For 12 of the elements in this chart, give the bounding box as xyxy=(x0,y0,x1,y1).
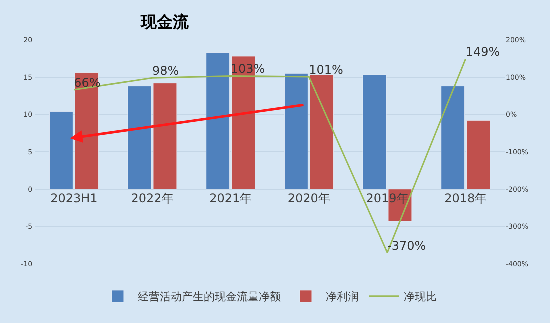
legend-label: 经营活动产生的现金流量净额 xyxy=(138,290,281,304)
x-tick-label: 2023H1 xyxy=(50,191,98,206)
data-label: 98% xyxy=(152,64,180,78)
x-tick-label: 2022年 xyxy=(131,191,174,206)
x-tick-label: 2018年 xyxy=(444,191,488,206)
legend-label: 净现比 xyxy=(404,290,437,304)
data-label: 149% xyxy=(466,45,500,60)
legend-label: 净利润 xyxy=(326,290,359,304)
data-label: 101% xyxy=(309,62,344,77)
chart-title: 现金流 xyxy=(140,12,190,32)
x-tick-label: 2020年 xyxy=(288,191,330,206)
x-tick-label: 2021年 xyxy=(210,191,252,206)
